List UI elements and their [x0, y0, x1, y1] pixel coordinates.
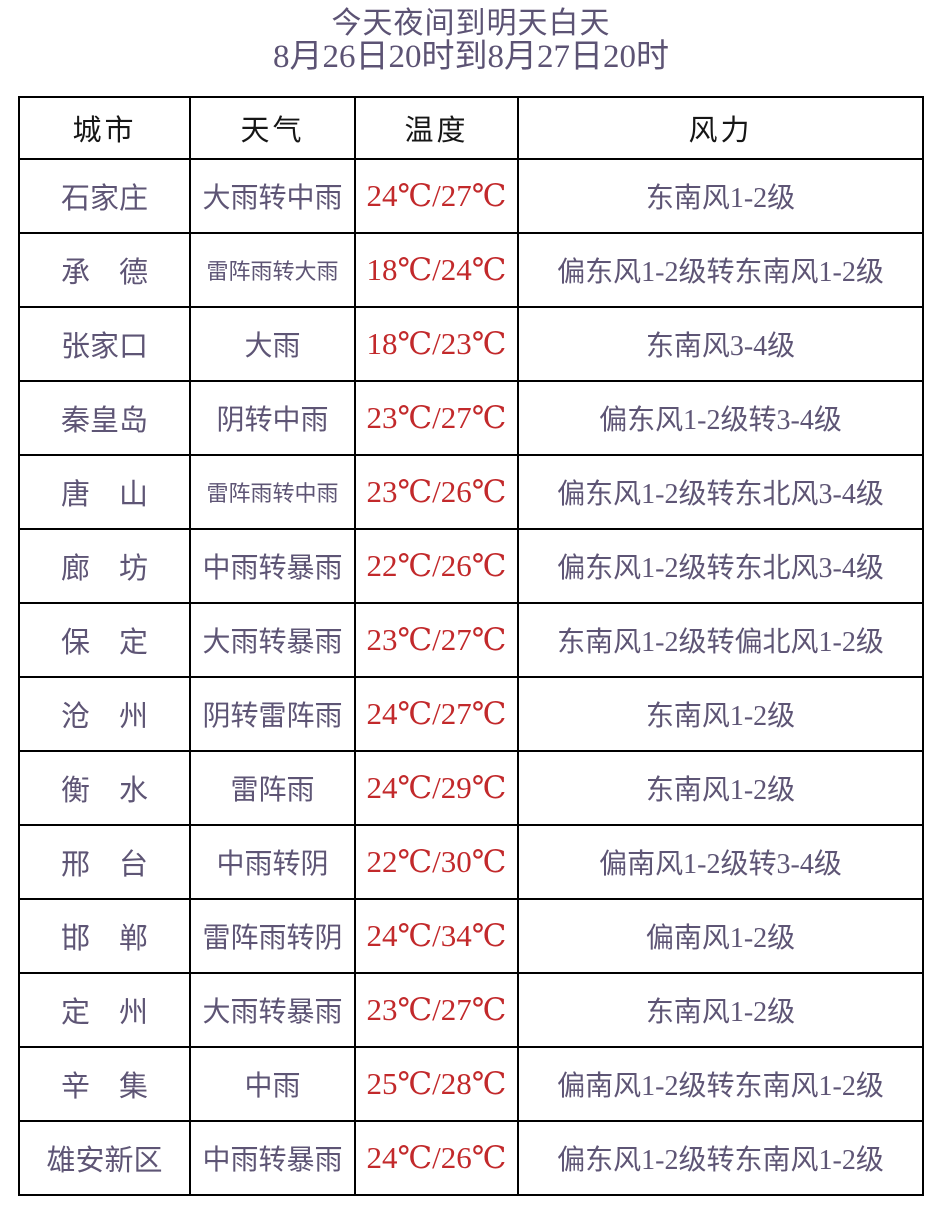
weather-cell: 大雨 — [189, 306, 356, 383]
table-row: 石家庄 大雨转中雨 24℃/27℃ 东南风1-2级 — [18, 158, 924, 235]
header-wind: 风力 — [517, 96, 924, 161]
weather-cell: 雷阵雨转阴 — [189, 898, 356, 975]
wind-cell: 东南风1-2级 — [517, 676, 924, 753]
temp-cell: 25℃/28℃ — [354, 1046, 519, 1123]
wind-cell: 东南风1-2级 — [517, 750, 924, 827]
weather-cell: 大雨转中雨 — [189, 158, 356, 235]
wind-cell: 东南风1-2级 — [517, 158, 924, 235]
city-cell: 承 德 — [18, 232, 191, 309]
city-cell: 唐 山 — [18, 454, 191, 531]
wind-cell: 偏东风1-2级转3-4级 — [517, 380, 924, 457]
header-weather: 天气 — [189, 96, 356, 161]
weather-cell: 中雨转阴 — [189, 824, 356, 901]
temp-cell: 23℃/27℃ — [354, 380, 519, 457]
table-row: 保 定大雨转暴雨 23℃/27℃ 东南风1-2级转偏北风1-2级 — [18, 602, 924, 679]
city-cell: 辛 集 — [18, 1046, 191, 1123]
temp-cell: 22℃/30℃ — [354, 824, 519, 901]
city-cell: 邯 郸 — [18, 898, 191, 975]
header-temperature: 温度 — [354, 96, 519, 161]
weather-cell: 雷阵雨 — [189, 750, 356, 827]
weather-cell: 中雨转暴雨 — [189, 1120, 356, 1197]
table-body: 石家庄 大雨转中雨 24℃/27℃ 东南风1-2级承 德雷阵雨转大雨 18℃/24℃ 偏东… — [18, 158, 924, 1197]
header-row: 城市 天气 温度 风力 — [18, 96, 924, 161]
temp-cell: 24℃/26℃ — [354, 1120, 519, 1197]
temp-cell: 24℃/27℃ — [354, 158, 519, 235]
table-row: 张家口 大雨 18℃/23℃ 东南风3-4级 — [18, 306, 924, 383]
city-cell: 石家庄 — [18, 158, 191, 235]
table-row: 邯 郸雷阵雨转阴 24℃/34℃ 偏南风1-2级 — [18, 898, 924, 975]
table-row: 秦皇岛 阴转中雨 23℃/27℃ 偏东风1-2级转3-4级 — [18, 380, 924, 457]
city-cell: 廊 坊 — [18, 528, 191, 605]
table-row: 雄安新区 中雨转暴雨 24℃/26℃ 偏东风1-2级转东南风1-2级 — [18, 1120, 924, 1197]
temp-cell: 23℃/26℃ — [354, 454, 519, 531]
wind-cell: 偏东风1-2级转东北风3-4级 — [517, 528, 924, 605]
weather-cell: 中雨转暴雨 — [189, 528, 356, 605]
weather-cell: 阴转雷阵雨 — [189, 676, 356, 753]
title-line-1: 今天夜间到明天白天 — [331, 7, 611, 40]
weather-cell: 中雨 — [189, 1046, 356, 1123]
wind-cell: 偏南风1-2级转东南风1-2级 — [517, 1046, 924, 1123]
table-row: 辛 集中雨 25℃/28℃ 偏南风1-2级转东南风1-2级 — [18, 1046, 924, 1123]
city-cell: 定 州 — [18, 972, 191, 1049]
temp-cell: 23℃/27℃ — [354, 972, 519, 1049]
city-cell: 衡 水 — [18, 750, 191, 827]
city-cell: 张家口 — [18, 306, 191, 383]
wind-cell: 偏东风1-2级转东南风1-2级 — [517, 1120, 924, 1197]
city-cell: 邢 台 — [18, 824, 191, 901]
weather-cell: 大雨转暴雨 — [189, 972, 356, 1049]
temp-cell: 23℃/27℃ — [354, 602, 519, 679]
table-row: 定 州大雨转暴雨 23℃/27℃ 东南风1-2级 — [18, 972, 924, 1049]
table-row: 承 德雷阵雨转大雨 18℃/24℃ 偏东风1-2级转东南风1-2级 — [18, 232, 924, 309]
city-cell: 秦皇岛 — [18, 380, 191, 457]
page-title: 今天夜间到明天白天 8月26日20时到8月27日20时 — [0, 0, 942, 74]
city-cell: 保 定 — [18, 602, 191, 679]
wind-cell: 偏东风1-2级转东南风1-2级 — [517, 232, 924, 309]
temp-cell: 18℃/23℃ — [354, 306, 519, 383]
temp-cell: 24℃/34℃ — [354, 898, 519, 975]
header-city: 城市 — [18, 96, 191, 161]
wind-cell: 偏南风1-2级转3-4级 — [517, 824, 924, 901]
temp-cell: 24℃/29℃ — [354, 750, 519, 827]
temp-cell: 18℃/24℃ — [354, 232, 519, 309]
table-row: 沧 州阴转雷阵雨 24℃/27℃ 东南风1-2级 — [18, 676, 924, 753]
wind-cell: 东南风3-4级 — [517, 306, 924, 383]
wind-cell: 偏南风1-2级 — [517, 898, 924, 975]
weather-cell: 雷阵雨转大雨 — [189, 232, 356, 309]
city-cell: 雄安新区 — [18, 1120, 191, 1197]
wind-cell: 偏东风1-2级转东北风3-4级 — [517, 454, 924, 531]
title-line-2: 8月26日20时到8月27日20时 — [273, 38, 669, 75]
table-row: 唐 山雷阵雨转中雨 23℃/26℃ 偏东风1-2级转东北风3-4级 — [18, 454, 924, 531]
temp-cell: 22℃/26℃ — [354, 528, 519, 605]
table-row: 廊 坊中雨转暴雨 22℃/26℃ 偏东风1-2级转东北风3-4级 — [18, 528, 924, 605]
wind-cell: 东南风1-2级 — [517, 972, 924, 1049]
table-row: 邢 台中雨转阴 22℃/30℃ 偏南风1-2级转3-4级 — [18, 824, 924, 901]
weather-cell: 大雨转暴雨 — [189, 602, 356, 679]
weather-cell: 雷阵雨转中雨 — [189, 454, 356, 531]
table-row: 衡 水雷阵雨 24℃/29℃ 东南风1-2级 — [18, 750, 924, 827]
city-cell: 沧 州 — [18, 676, 191, 753]
weather-forecast-table: 城市 天气 温度 风力 石家庄 大雨转中雨 24℃/27℃ 东南风1-2级承 德雷阵雨… — [18, 96, 924, 1197]
weather-cell: 阴转中雨 — [189, 380, 356, 457]
temp-cell: 24℃/27℃ — [354, 676, 519, 753]
wind-cell: 东南风1-2级转偏北风1-2级 — [517, 602, 924, 679]
